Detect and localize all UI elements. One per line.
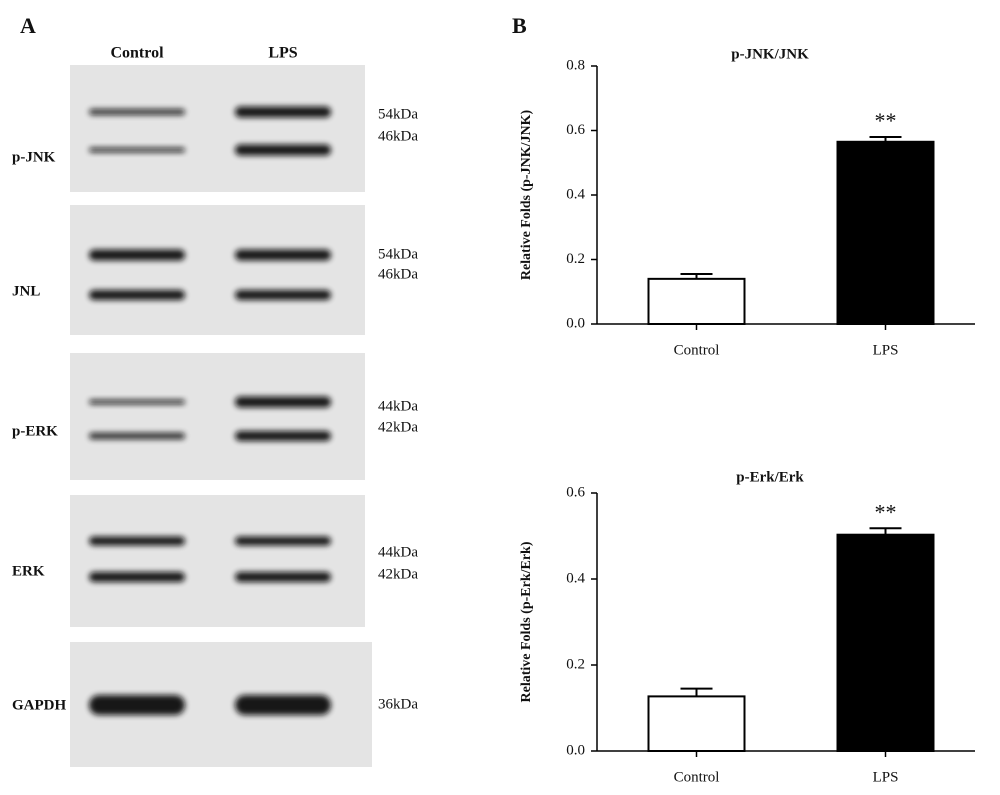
blot-band: [235, 106, 331, 118]
blot-band: [235, 144, 331, 156]
blot-panel: [70, 65, 365, 192]
blot-band: [89, 290, 185, 300]
blot-panel: [70, 353, 365, 480]
blot-band: [235, 249, 331, 261]
bar: [836, 533, 935, 753]
blot-band: [235, 536, 331, 546]
y-tick-label: 0.6: [566, 484, 585, 500]
blot-band: [89, 572, 185, 582]
marker-label: 54kDa: [378, 106, 418, 122]
blot-band: [89, 399, 185, 405]
marker-label: 36kDa: [378, 696, 418, 712]
blot-band: [235, 431, 331, 441]
chart-title: p-Erk/Erk: [736, 469, 804, 485]
x-tick-label: LPS: [873, 342, 899, 358]
y-tick-label: 0.0: [566, 315, 585, 331]
blot-band: [89, 536, 185, 546]
blot-band: [235, 695, 331, 715]
row-label: ERK: [12, 563, 45, 579]
y-tick-label: 0.2: [566, 656, 585, 672]
blot-panel: [70, 205, 365, 335]
marker-label: 46kDa: [378, 128, 418, 144]
blot-band: [235, 290, 331, 300]
blot-band: [235, 396, 331, 408]
blot-band: [89, 147, 185, 153]
x-tick-label: Control: [674, 769, 720, 785]
annotation: **: [875, 108, 897, 133]
panel-label: A: [20, 13, 36, 38]
y-axis-label: Relative Folds (p-JNK/JNK): [519, 110, 534, 281]
y-tick-label: 0.2: [566, 251, 585, 267]
y-tick-label: 0.4: [566, 186, 585, 202]
annotation: **: [875, 499, 897, 524]
marker-label: 44kDa: [378, 544, 418, 560]
bar: [836, 140, 935, 325]
blot-band: [89, 249, 185, 261]
row-label: p-JNK: [12, 149, 56, 165]
marker-label: 42kDa: [378, 566, 418, 582]
y-tick-label: 0.0: [566, 742, 585, 758]
y-tick-label: 0.6: [566, 122, 585, 138]
y-axis-label: Relative Folds (p-Erk/Erk): [519, 541, 534, 702]
bar: [647, 277, 746, 326]
lane-label: LPS: [268, 45, 297, 62]
panel-label: B: [512, 13, 527, 38]
blot-band: [89, 432, 185, 440]
row-label: GAPDH: [12, 697, 66, 713]
blot-panel: [70, 495, 365, 627]
marker-label: 44kDa: [378, 398, 418, 414]
row-label: p-ERK: [12, 423, 58, 439]
lane-label: Control: [110, 45, 164, 62]
marker-label: 46kDa: [378, 266, 418, 282]
blot-band: [235, 572, 331, 582]
marker-label: 42kDa: [378, 419, 418, 435]
blot-band: [89, 695, 185, 715]
x-tick-label: LPS: [873, 769, 899, 785]
chart-title: p-JNK/JNK: [731, 46, 809, 62]
x-tick-label: Control: [674, 342, 720, 358]
y-tick-label: 0.4: [566, 570, 585, 586]
marker-label: 54kDa: [378, 246, 418, 262]
bar: [647, 695, 746, 753]
row-label: JNL: [12, 283, 40, 299]
y-tick-label: 0.8: [566, 57, 585, 73]
blot-band: [89, 108, 185, 116]
